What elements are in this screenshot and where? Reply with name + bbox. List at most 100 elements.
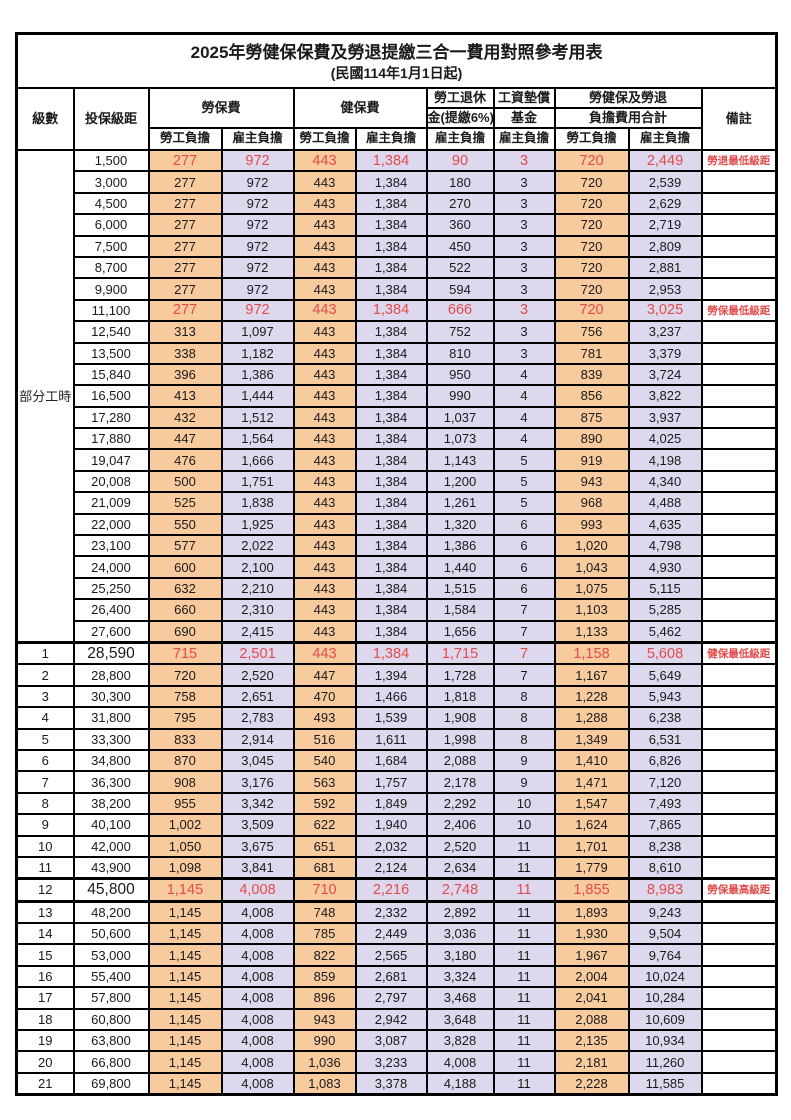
cell-total-worker: 1,624: [553, 813, 630, 837]
cell-health-employer: 3,233: [354, 1050, 428, 1074]
cell-health-employer: 1,384: [354, 576, 428, 601]
cell-pension-employer: 2,634: [425, 855, 495, 880]
subheader-labor-worker: 勞工負擔: [147, 127, 223, 151]
cell-labor-worker: 447: [147, 427, 223, 451]
cell-health-worker: 540: [292, 748, 357, 773]
cell-pension-employer: 2,178: [425, 770, 495, 794]
cell-remark: [700, 619, 778, 644]
table-row: 20,008 500 1,751 443 1,384 1,200 5 943 4,340: [17, 469, 778, 494]
cell-health-worker: 651: [292, 834, 357, 858]
cell-pension-employer: 270: [425, 191, 495, 216]
cell-remark: [700, 598, 778, 622]
cell-labor-worker: 396: [147, 362, 223, 387]
cell-total-employer: 8,610: [627, 855, 703, 880]
cell-total-employer: 2,719: [627, 213, 703, 237]
cell-labor-employer: 3,841: [220, 855, 295, 880]
cell-labor-worker: 955: [147, 791, 223, 816]
cell-labor-employer: 1,512: [220, 405, 295, 430]
cell-total-worker: 839: [553, 362, 630, 387]
cell-health-worker: 443: [292, 362, 357, 387]
cell-pension-employer: 1,908: [425, 706, 495, 730]
cell-health-worker: 592: [292, 791, 357, 816]
cell-bracket: 33,300: [72, 727, 150, 751]
cell-health-employer: 1,384: [354, 405, 428, 430]
cell-fund-employer: 11: [492, 1007, 556, 1032]
cell-pension-employer: 2,520: [425, 834, 495, 858]
cell-total-employer: 6,238: [627, 706, 703, 730]
cell-remark: [700, 234, 778, 258]
cell-labor-worker: 795: [147, 706, 223, 730]
cell-health-worker: 443: [292, 320, 357, 344]
cell-total-employer: 4,930: [627, 555, 703, 579]
table-row: 11 43,900 1,098 3,841 681 2,124 2,634 11 1,779 8,…: [15, 855, 778, 880]
cell-bracket: 11,100: [72, 298, 150, 323]
cell-fund-employer: 11: [492, 964, 556, 989]
cell-labor-employer: 4,008: [220, 1071, 295, 1096]
cell-fund-employer: 7: [492, 598, 556, 622]
cell-health-employer: 1,384: [354, 341, 428, 365]
subheader-health-worker: 勞工負擔: [292, 127, 357, 151]
cell-total-worker: 720: [553, 170, 630, 194]
cell-pension-employer: 1,715: [425, 640, 495, 666]
cell-total-worker: 1,349: [553, 727, 630, 751]
cell-remark: [700, 855, 778, 880]
cell-labor-employer: 4,008: [220, 900, 295, 925]
cell-total-worker: 1,410: [553, 748, 630, 773]
cell-health-worker: 443: [292, 491, 357, 515]
cell-level: 12: [15, 877, 75, 903]
cell-remark: [700, 213, 778, 237]
cell-labor-employer: 1,666: [220, 448, 295, 472]
cell-pension-employer: 2,748: [425, 877, 495, 903]
table-row: 2 28,800 720 2,520 447 1,394 1,728 7 1,167 5,649: [15, 663, 778, 687]
cell-health-worker: 443: [292, 576, 357, 601]
cell-health-employer: 2,565: [354, 943, 428, 967]
cell-pension-employer: 1,261: [425, 491, 495, 515]
cell-bracket: 12,540: [72, 320, 150, 344]
cell-total-employer: 3,937: [627, 405, 703, 430]
cell-health-employer: 1,384: [354, 534, 428, 558]
cell-bracket: 23,100: [72, 534, 150, 558]
cell-fund-employer: 3: [492, 148, 556, 173]
cell-total-worker: 1,547: [553, 791, 630, 816]
cell-fund-employer: 6: [492, 534, 556, 558]
cell-pension-employer: 666: [425, 298, 495, 323]
cell-health-worker: 563: [292, 770, 357, 794]
table-row: 6,000 277 972 443 1,384 360 3 720 2,719: [17, 213, 778, 237]
title-block: 2025年勞健保保費及勞退提繳三合一費用對照參考用表 (民國114年1月1日起): [15, 32, 778, 89]
cell-level: 15: [15, 943, 75, 967]
cell-remark: [700, 341, 778, 365]
cell-total-worker: 2,181: [553, 1050, 630, 1074]
cell-total-employer: 2,881: [627, 255, 703, 280]
cell-labor-worker: 1,098: [147, 855, 223, 880]
header-row-2: 金(提繳6%) 基金 負擔費用合計: [17, 107, 777, 129]
cell-labor-employer: 4,008: [220, 964, 295, 989]
cell-total-worker: 1,158: [553, 640, 630, 666]
table-row: 14 50,600 1,145 4,008 785 2,449 3,036 11 1,930 9,…: [15, 922, 778, 946]
cell-health-employer: 1,384: [354, 491, 428, 515]
cell-total-employer: 6,531: [627, 727, 703, 751]
cell-fund-employer: 3: [492, 320, 556, 344]
cell-fund-employer: 3: [492, 213, 556, 237]
cell-bracket: 28,800: [72, 663, 150, 687]
cell-total-worker: 2,041: [553, 986, 630, 1010]
cell-health-worker: 443: [292, 469, 357, 494]
subheader-labor-employer: 雇主負擔: [220, 127, 295, 151]
cell-total-employer: 3,724: [627, 362, 703, 387]
cell-pension-employer: 950: [425, 362, 495, 387]
table-row: 12 45,800 1,145 4,008 710 2,216 2,748 11 1,855 8,…: [15, 877, 778, 903]
cell-labor-employer: 972: [220, 148, 295, 173]
cell-pension-employer: 1,515: [425, 576, 495, 601]
cell-labor-worker: 1,145: [147, 877, 223, 903]
cell-health-employer: 1,384: [354, 555, 428, 579]
cell-bracket: 53,000: [72, 943, 150, 967]
col-header-bracket: 投保級距: [72, 87, 150, 151]
cell-fund-employer: 3: [492, 298, 556, 323]
cell-health-worker: 990: [292, 1028, 357, 1053]
cell-total-worker: 720: [553, 191, 630, 216]
cell-pension-employer: 1,320: [425, 512, 495, 537]
cell-labor-worker: 1,145: [147, 943, 223, 967]
cell-labor-employer: 4,008: [220, 922, 295, 946]
cell-labor-worker: 870: [147, 748, 223, 773]
col-header-health-insurance: 健保費: [292, 87, 428, 129]
cell-fund-employer: 4: [492, 362, 556, 387]
